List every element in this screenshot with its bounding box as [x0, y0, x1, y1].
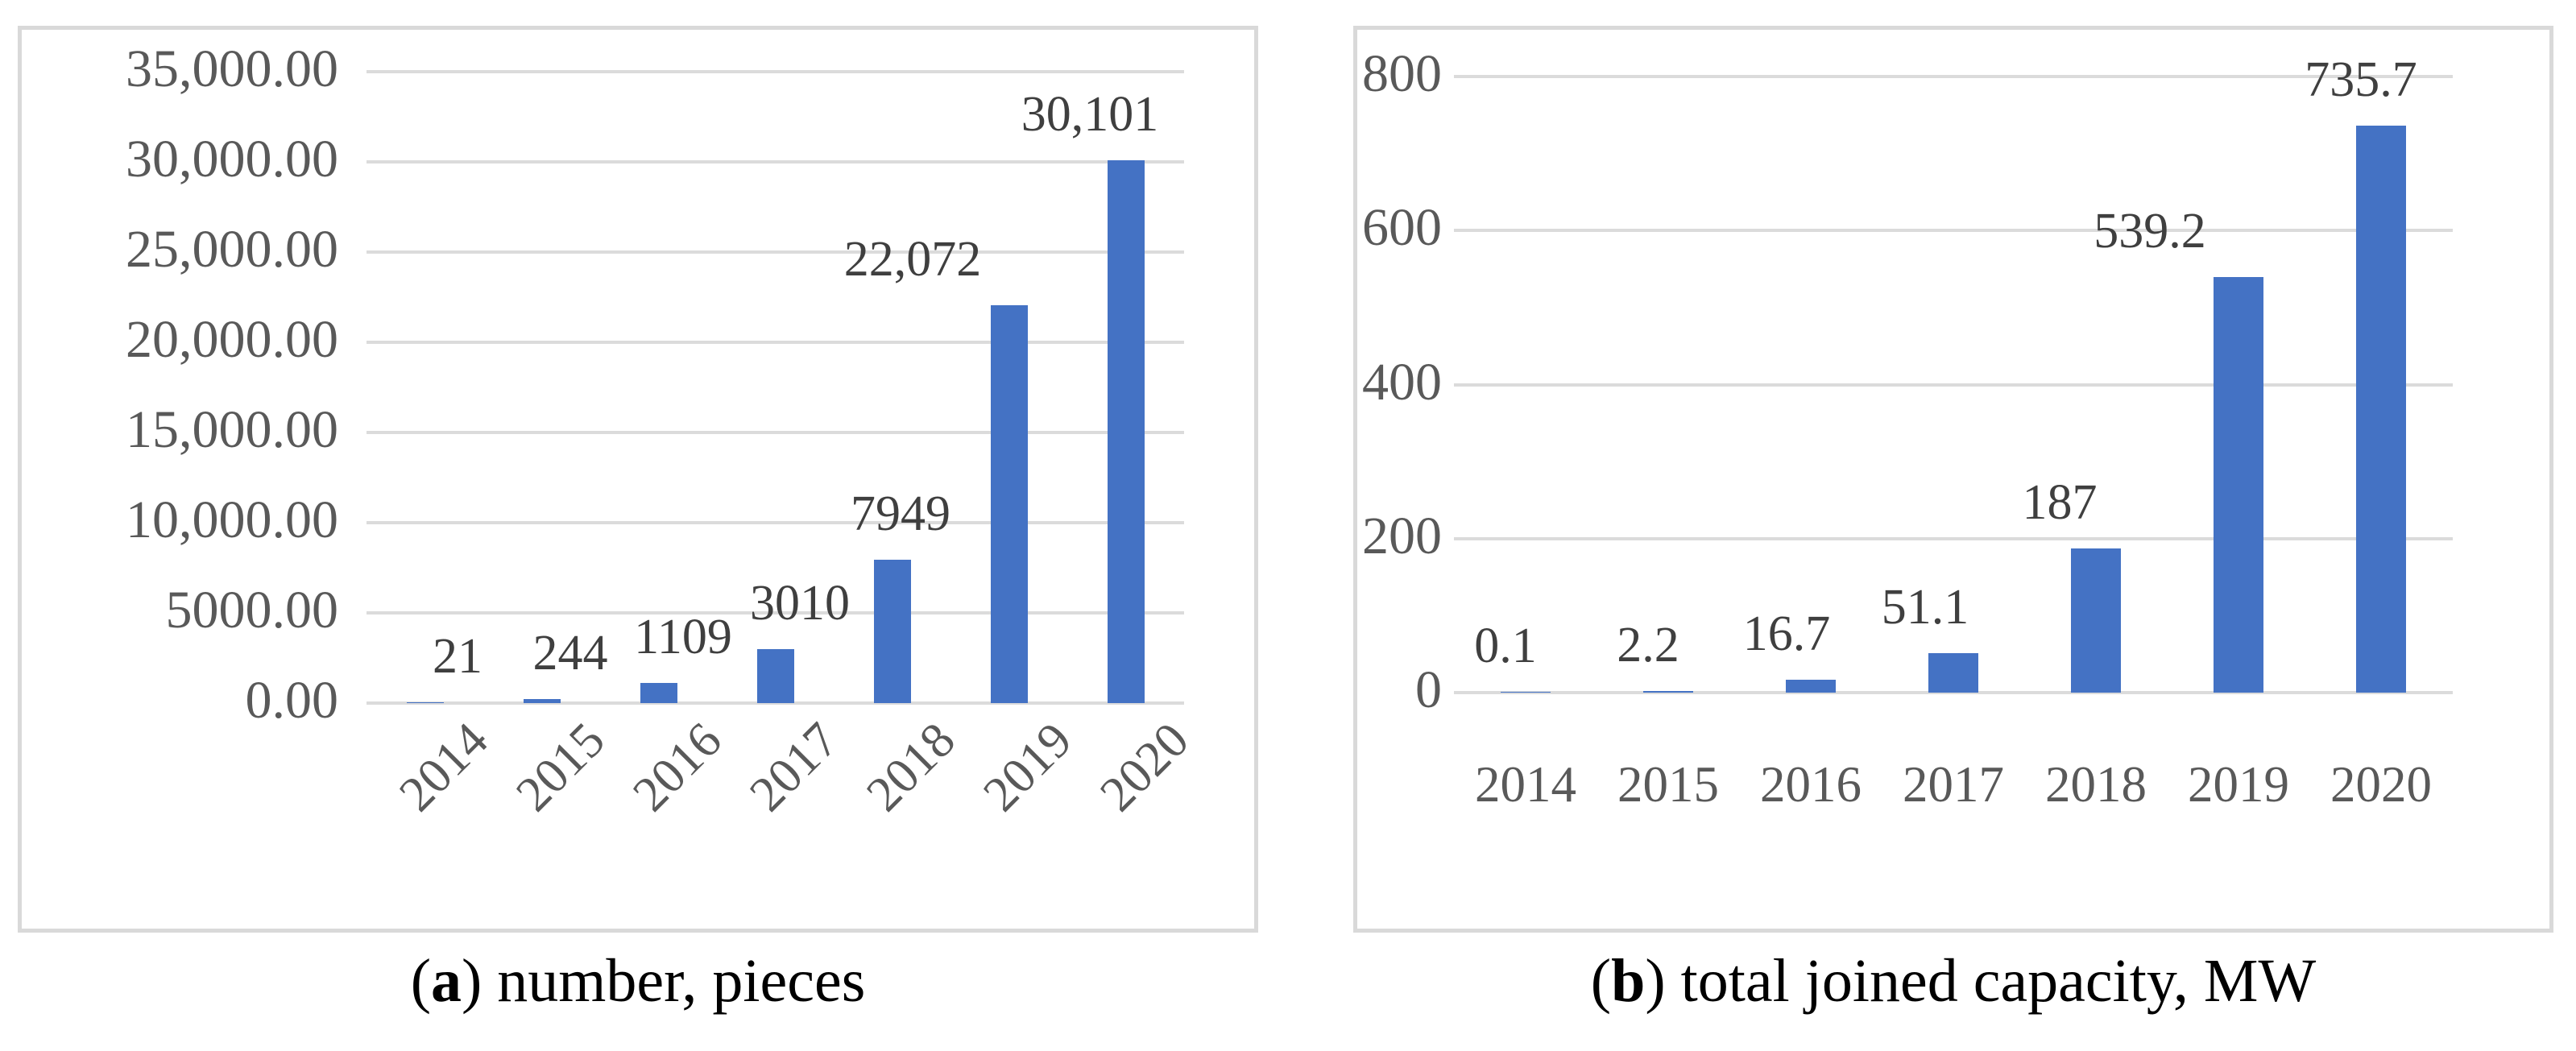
x-axis-tick-label: 2020 — [2330, 756, 2432, 813]
bar — [1108, 160, 1145, 703]
y-axis-tick-label: 10,000.00 — [126, 490, 338, 549]
y-axis-tick-label: 0.00 — [245, 670, 339, 730]
bar — [1643, 691, 1693, 693]
y-axis-tick-label: 20,000.00 — [126, 309, 338, 369]
bar — [991, 305, 1028, 703]
gridline — [367, 160, 1184, 163]
y-axis-tick-label: 600 — [1362, 198, 1442, 258]
y-axis-tick-label: 5000.00 — [165, 580, 339, 639]
gridline — [1454, 691, 2453, 694]
gridline — [367, 701, 1184, 705]
bar — [2071, 548, 2121, 693]
bar-data-label: 21 — [433, 629, 482, 684]
y-axis-tick-label: 15,000.00 — [126, 399, 338, 459]
bar-data-label: 2.2 — [1617, 618, 1679, 672]
gridline — [1454, 383, 2453, 387]
y-axis-tick-label: 200 — [1362, 506, 1442, 565]
bar — [1786, 680, 1836, 693]
bar-data-label: 30,101 — [1021, 87, 1159, 142]
caption-a-letter: a — [431, 947, 462, 1015]
gridline — [1454, 229, 2453, 233]
caption-b-prefix: ( — [1590, 947, 1612, 1015]
bar-data-label: 22,072 — [843, 232, 982, 287]
bar-data-label: 51.1 — [1881, 580, 1969, 635]
caption-a-rest: ) number, pieces — [462, 947, 866, 1015]
caption-b-letter: b — [1611, 947, 1646, 1015]
y-axis-tick-label: 30,000.00 — [126, 129, 338, 188]
caption-a: (a) number, pieces — [411, 946, 866, 1016]
y-axis-tick-label: 400 — [1362, 352, 1442, 412]
gridline — [367, 341, 1184, 344]
x-axis-tick-label: 2019 — [2188, 756, 2289, 813]
y-axis-tick-label: 35,000.00 — [126, 39, 338, 98]
bar-data-label: 735.7 — [2305, 52, 2417, 107]
chart-panel-b — [1353, 26, 2553, 933]
y-axis-tick-label: 0 — [1415, 660, 1442, 719]
x-axis-tick-label: 2014 — [1475, 756, 1576, 813]
bar-data-label: 16.7 — [1742, 606, 1831, 661]
bar — [524, 699, 561, 703]
bar-data-label: 244 — [532, 626, 608, 681]
gridline — [367, 521, 1184, 524]
x-axis-tick-label: 2017 — [1903, 756, 2004, 813]
y-axis-tick-label: 800 — [1362, 43, 1442, 103]
gridline — [1454, 75, 2453, 78]
bar-data-label: 3010 — [750, 576, 850, 631]
y-axis-tick-label: 25,000.00 — [126, 219, 338, 279]
caption-a-prefix: ( — [410, 947, 431, 1015]
bar — [407, 702, 444, 703]
bar — [1928, 653, 1978, 693]
chart-panel-a — [18, 26, 1258, 933]
x-axis-tick-label: 2016 — [1760, 756, 1862, 813]
bar — [2356, 126, 2406, 693]
bar-data-label: 7949 — [851, 486, 950, 541]
bar — [640, 683, 677, 703]
bar-data-label: 187 — [2022, 475, 2098, 530]
gridline — [367, 611, 1184, 614]
bar — [874, 560, 911, 703]
bar-data-label: 1109 — [634, 610, 732, 664]
x-axis-tick-label: 2018 — [2045, 756, 2147, 813]
bar-data-label: 539.2 — [2094, 204, 2206, 259]
gridline — [367, 431, 1184, 434]
bar-data-label: 0.1 — [1474, 619, 1537, 673]
bar — [2214, 277, 2263, 693]
x-axis-tick-label: 2015 — [1617, 756, 1719, 813]
bar — [1501, 692, 1551, 693]
gridline — [1454, 536, 2453, 540]
gridline — [367, 250, 1184, 254]
caption-b-rest: ) total joined capacity, MW — [1645, 947, 2317, 1015]
bar — [757, 649, 794, 703]
gridline — [367, 70, 1184, 73]
caption-b: (b) total joined capacity, MW — [1591, 946, 2316, 1016]
